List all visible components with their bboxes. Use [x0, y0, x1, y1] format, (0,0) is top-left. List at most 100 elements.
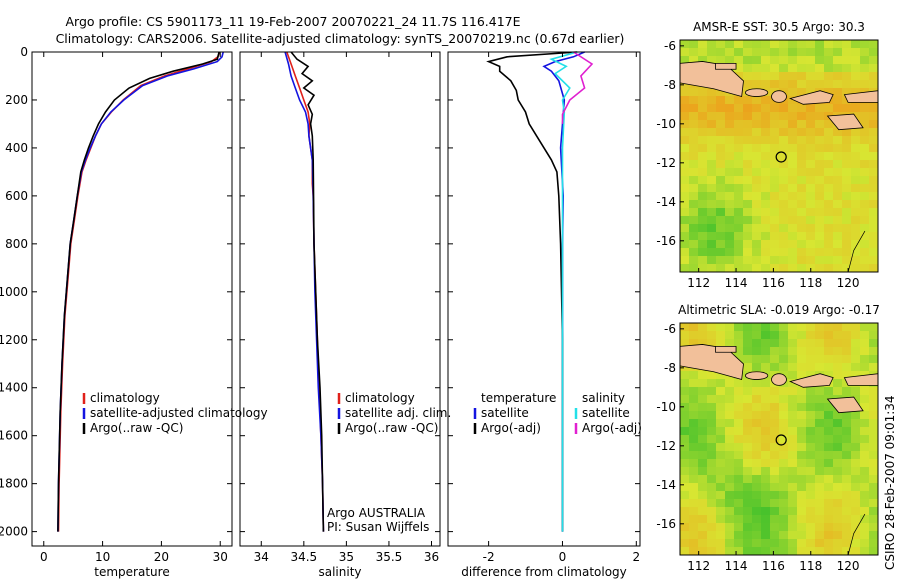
sla_map-cell	[716, 499, 726, 508]
sla_map-cell	[761, 355, 771, 364]
sla_map-cell	[779, 507, 789, 516]
sla_map-cell	[689, 323, 699, 332]
salinity-legend-item: climatology	[345, 391, 415, 405]
sst_map-cell	[689, 192, 699, 201]
sla_map-cell	[788, 363, 798, 372]
sla_map-cell	[770, 547, 780, 556]
sla_map-cell	[806, 467, 816, 476]
sst_map-cell	[734, 264, 744, 273]
sla_map-cell	[869, 419, 879, 428]
sla_map-cell	[779, 395, 789, 404]
salinity-xtick-label: 36	[424, 550, 439, 564]
sst_map-cell	[707, 104, 717, 113]
sla_map-cell	[851, 435, 861, 444]
sst_map-cell	[860, 168, 870, 177]
sla_map-cell	[752, 539, 762, 548]
sst_map-cell	[815, 264, 825, 273]
sst_map-cell	[725, 208, 735, 217]
sst_map-cell	[752, 248, 762, 257]
sst_map-cell	[851, 200, 861, 209]
sla_map-cell	[698, 523, 708, 532]
sst_map-cell	[824, 232, 834, 241]
sla_map-cell	[770, 459, 780, 468]
sla_map-cell	[797, 355, 807, 364]
sla_map-cell	[761, 403, 771, 412]
sla_map-cell	[716, 523, 726, 532]
sla_map-cell	[707, 387, 717, 396]
sst_map-cell	[707, 136, 717, 145]
sst_map-cell	[824, 88, 834, 97]
sla_map-cell	[788, 507, 798, 516]
salinity-series-0	[286, 51, 325, 532]
sla_map-cell	[725, 435, 735, 444]
sst_map-cell	[761, 200, 771, 209]
sla_map-cell	[824, 459, 834, 468]
sst_map-cell	[716, 232, 726, 241]
sst_map-cell	[707, 176, 717, 185]
sst_map-cell	[833, 264, 843, 273]
sla_map-cell	[824, 387, 834, 396]
sla_map-cell	[761, 539, 771, 548]
sla_map-cell	[860, 411, 870, 420]
difference-series-1	[486, 51, 578, 532]
sla_map-cell	[815, 323, 825, 332]
sst_map-cell	[851, 208, 861, 217]
sst_map-land-sumbawa	[789, 90, 834, 105]
sla_map-cell	[743, 459, 753, 468]
sst_map-cell	[851, 152, 861, 161]
sst_map-cell	[860, 256, 870, 265]
sst_map-cell	[824, 184, 834, 193]
sst_map-cell	[725, 168, 735, 177]
sla_map-cell	[761, 523, 771, 532]
sst_map-cell	[815, 224, 825, 233]
sst_map-cell	[797, 152, 807, 161]
sla_map-cell	[824, 443, 834, 452]
sla_map-cell	[716, 443, 726, 452]
sla_map-cell	[842, 419, 852, 428]
sla_map-cell	[806, 419, 816, 428]
sla_map-cell	[725, 419, 735, 428]
sla_map-cell	[788, 387, 798, 396]
sst_map-cell	[770, 104, 780, 113]
sst_map-cell	[761, 160, 771, 169]
sst_map-cell	[815, 168, 825, 177]
sst_map-cell	[842, 200, 852, 209]
sla_map-ytick-label: -16	[656, 517, 676, 531]
sst_map-cell	[869, 256, 879, 265]
sst_map-cell	[824, 160, 834, 169]
sla_map-cell	[707, 523, 717, 532]
sla_map-xtick-label: 118	[799, 559, 822, 573]
sla_map-cell	[779, 363, 789, 372]
temperature-ytick-label: 2000	[0, 525, 28, 539]
sst_map-cell	[779, 256, 789, 265]
sla_map-cell	[833, 427, 843, 436]
sst_map-cell	[833, 144, 843, 153]
sla_map-cell	[680, 411, 690, 420]
sla_map-cell	[698, 395, 708, 404]
sst_map-cell	[770, 144, 780, 153]
sst_map-cell	[716, 240, 726, 249]
sst_map-cell	[716, 40, 726, 49]
sla_map-cell	[842, 531, 852, 540]
sst_map-cell	[689, 264, 699, 273]
sst_map-cell	[761, 64, 771, 73]
sla_map-cell	[860, 403, 870, 412]
sst_map-cell	[806, 112, 816, 121]
temperature-ytick-label: 1000	[0, 285, 28, 299]
sla_map-cell	[734, 331, 744, 340]
sst_map-cell	[707, 40, 717, 49]
sla_map-cell	[806, 323, 816, 332]
sst_map-cell	[698, 256, 708, 265]
sst_map-cell	[716, 96, 726, 105]
sst_map-cell	[851, 184, 861, 193]
sst_map-cell	[770, 192, 780, 201]
sst_map-ytick-label: -10	[656, 117, 676, 131]
sst_map-cell	[698, 160, 708, 169]
sla_map-cell	[680, 467, 690, 476]
sst_map-cell	[860, 152, 870, 161]
sla_map-cell	[689, 379, 699, 388]
sst_map-cell	[752, 104, 762, 113]
sla_map-cell	[716, 379, 726, 388]
sla_map-cell	[815, 483, 825, 492]
sla_map-cell	[851, 507, 861, 516]
